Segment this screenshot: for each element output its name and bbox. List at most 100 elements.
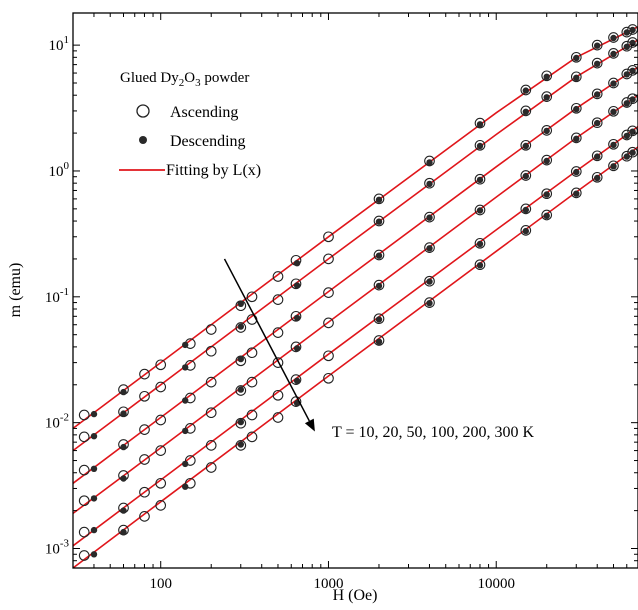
ascending-point	[424, 297, 435, 308]
descending-point	[237, 300, 244, 307]
legend-title: Glued Dy2O3 powder	[120, 70, 249, 89]
ascending-point	[235, 322, 247, 333]
descending-point	[610, 163, 617, 170]
ascending-point	[541, 91, 553, 102]
descending-point	[629, 67, 636, 75]
descending-point	[426, 245, 433, 252]
ascending-point	[520, 139, 532, 151]
descending-point	[426, 180, 433, 188]
ascending-point	[520, 170, 532, 181]
descending-point	[610, 80, 617, 87]
ascending-point	[520, 225, 532, 236]
ascending-point	[621, 150, 633, 162]
descending-point	[120, 528, 127, 536]
ascending-point	[78, 409, 90, 421]
legend-descending-marker	[139, 136, 147, 144]
temperature-annotation: T = 10, 20, 50, 100, 200, 300 K	[223, 258, 535, 441]
ascending-point	[139, 424, 150, 435]
ascending-point	[272, 357, 284, 368]
descending-point	[375, 196, 383, 203]
ascending-point	[184, 477, 196, 489]
ascending-point	[474, 259, 486, 271]
descending-point	[543, 127, 550, 135]
ascending-point	[155, 414, 167, 426]
descending-point	[573, 54, 580, 62]
ascending-point	[570, 187, 582, 199]
y-tick-label: 101	[49, 34, 70, 54]
ascending-point	[246, 291, 258, 303]
descending-point	[543, 191, 550, 198]
legend-ascending-marker	[136, 104, 150, 118]
ascending-point	[541, 188, 553, 200]
ascending-point	[474, 117, 486, 129]
ascending-point	[235, 417, 247, 429]
descending-point	[120, 507, 127, 514]
descending-point	[375, 218, 383, 225]
descending-point	[476, 142, 484, 150]
ascending-point	[78, 495, 90, 507]
ascending-point	[290, 374, 302, 385]
ascending-point	[323, 372, 334, 384]
ascending-point	[608, 138, 619, 150]
ascending-point	[591, 57, 603, 69]
ascending-point	[474, 204, 486, 216]
ascending-point	[246, 409, 258, 421]
descending-point	[426, 300, 433, 307]
legend-title-main: Glued Dy	[120, 70, 179, 86]
ascending-point	[474, 173, 486, 185]
descending-point	[182, 483, 189, 490]
x-tick-label: 10000	[477, 576, 515, 592]
descending-point	[120, 475, 127, 482]
ascending-point	[139, 454, 150, 465]
ascending-point	[520, 105, 532, 117]
ascending-point	[272, 389, 284, 401]
descending-point	[594, 174, 601, 182]
descending-point	[629, 39, 636, 47]
descending-point	[522, 172, 529, 180]
descending-point	[543, 73, 550, 81]
descending-point	[182, 341, 189, 349]
ascending-point	[235, 385, 247, 396]
ascending-point	[323, 253, 334, 265]
ascending-point	[608, 105, 619, 117]
fit-curves	[73, 25, 638, 568]
descending-point	[610, 50, 617, 58]
descending-point	[426, 214, 433, 221]
fit-curve-3	[73, 94, 638, 515]
legend-ascending-label: Ascending	[170, 104, 238, 121]
descending-point	[182, 460, 189, 468]
descending-point	[594, 91, 601, 98]
ascending-point	[235, 440, 247, 451]
y-tick-label: 10-2	[45, 412, 69, 432]
x-axis-label: H (Oe)	[333, 587, 378, 604]
ascending-point	[424, 177, 435, 189]
descending-point	[610, 108, 617, 116]
ascending-point	[520, 84, 532, 96]
ascending-point	[323, 287, 334, 298]
descending-point	[375, 338, 383, 345]
ascending-point	[424, 155, 435, 167]
ascending-point	[205, 440, 217, 451]
y-axis-label: m (emu)	[7, 263, 24, 318]
descending-point	[629, 26, 636, 34]
ascending-point	[205, 407, 217, 419]
x-tick-label: 1000	[313, 576, 343, 592]
y-tick-label: 10-1	[45, 286, 69, 306]
ascending-point	[621, 129, 633, 141]
descending-point	[90, 433, 98, 440]
descending-point	[594, 60, 601, 67]
legend-title-sub2: 3	[195, 77, 201, 89]
ascending-point	[424, 275, 435, 287]
ascending-point	[272, 412, 284, 423]
descending-point	[594, 153, 601, 160]
ascending-point	[608, 160, 619, 172]
descending-point	[90, 465, 98, 472]
descending-point	[543, 212, 550, 219]
ascending-point	[139, 390, 150, 402]
descending-point	[543, 94, 550, 101]
descending-point	[522, 108, 529, 116]
descending-point	[237, 355, 244, 363]
ascending-point	[139, 511, 150, 522]
descending-point	[293, 345, 301, 352]
